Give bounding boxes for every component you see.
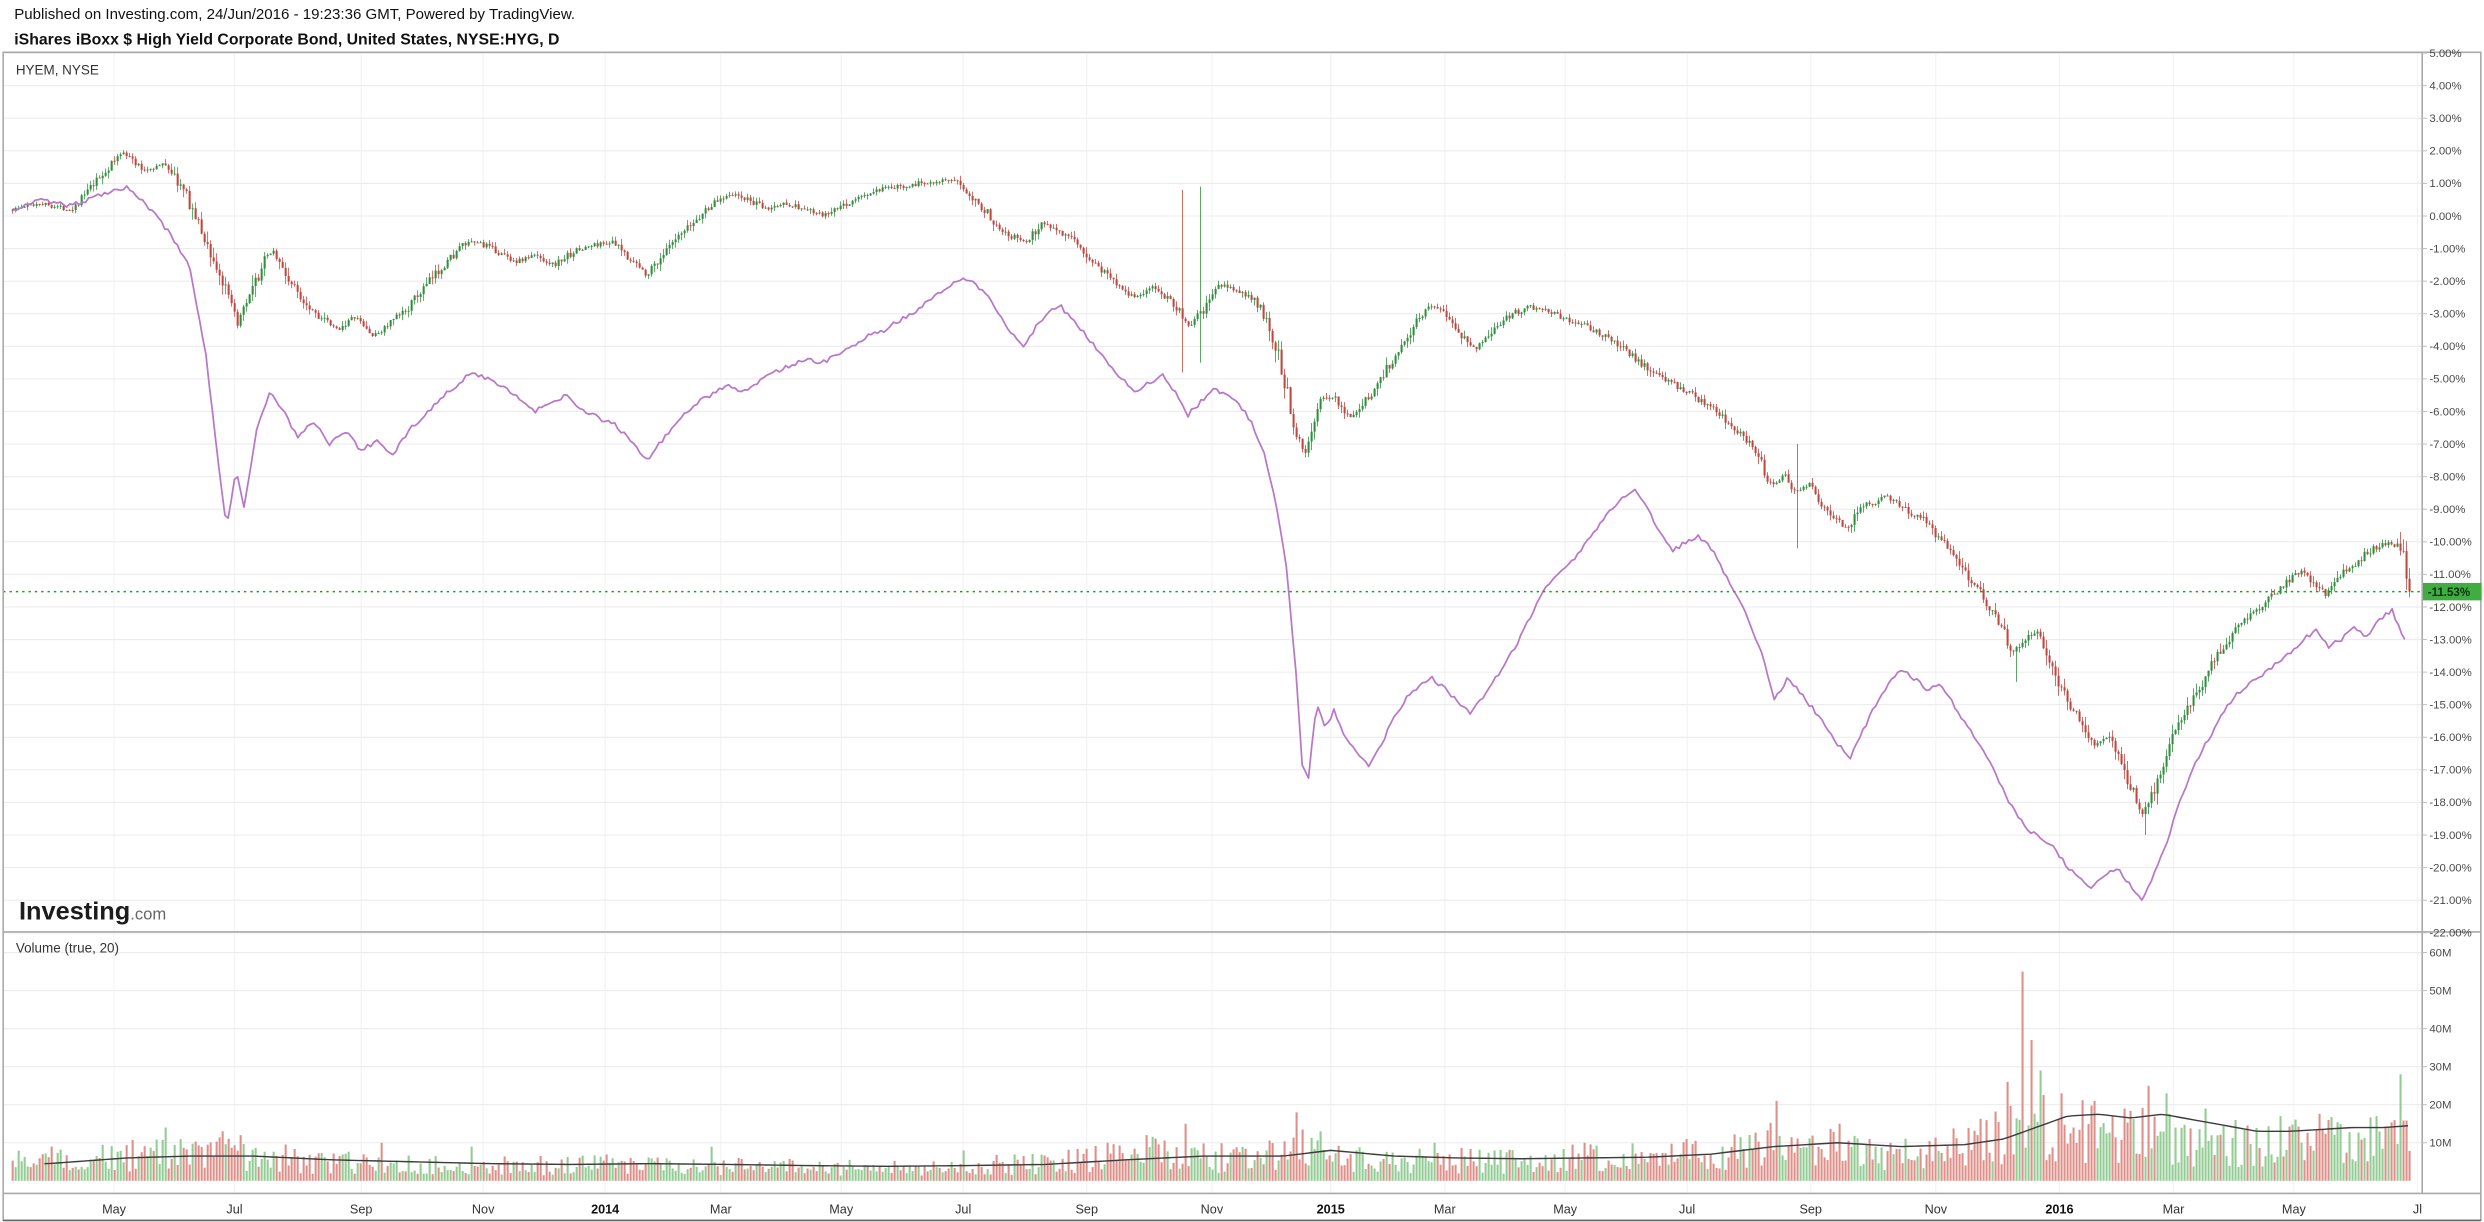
svg-text:4.00%: 4.00% <box>2429 80 2461 92</box>
svg-text:-7.00%: -7.00% <box>2429 439 2465 451</box>
svg-text:-15.00%: -15.00% <box>2429 700 2471 712</box>
last-price-label-bg <box>2423 582 2482 601</box>
watermark-suffix: .com <box>130 904 166 923</box>
svg-text:30M: 30M <box>2429 1061 2451 1073</box>
candlestick-series <box>11 150 2411 836</box>
svg-text:-13.00%: -13.00% <box>2429 634 2471 646</box>
price-axis-labels: 5.00% 4.00% 3.00% 2.00% 1.00% 0.00% -1.00% -2.0… <box>2422 48 2472 940</box>
svg-text:-9.00%: -9.00% <box>2429 504 2465 516</box>
last-price-label-text: -11.53% <box>2428 587 2470 599</box>
pane-borders <box>2 51 2482 1222</box>
chart-title: iShares iBoxx $ High Yield Corporate Bon… <box>14 31 559 48</box>
svg-text:Jul: Jul <box>955 1202 971 1216</box>
svg-text:60M: 60M <box>2429 947 2451 959</box>
chart-graphics: 5.00% 4.00% 3.00% 2.00% 1.00% 0.00% -1.00% -2.0… <box>2 48 2482 1222</box>
svg-text:1.00%: 1.00% <box>2429 178 2461 190</box>
svg-text:-12.00%: -12.00% <box>2429 602 2471 614</box>
svg-text:Nov: Nov <box>1925 1202 1948 1216</box>
symbol-label: HYEM, NYSE <box>16 62 99 77</box>
price-gridlines <box>3 52 2423 934</box>
published-line: Published on Investing.com, 24/Jun/2016 … <box>14 6 575 23</box>
volume-bars <box>11 971 2411 1181</box>
volume-gridlines <box>3 952 2423 1144</box>
svg-text:Sep: Sep <box>1075 1202 1098 1216</box>
svg-text:Mar: Mar <box>1434 1202 1456 1216</box>
svg-text:-17.00%: -17.00% <box>2429 765 2471 777</box>
svg-text:-1.00%: -1.00% <box>2429 243 2465 255</box>
svg-text:May: May <box>829 1202 854 1216</box>
svg-text:-6.00%: -6.00% <box>2429 406 2465 418</box>
svg-text:Sep: Sep <box>350 1202 373 1216</box>
hyem-line <box>12 185 2406 902</box>
vertical-gridlines <box>113 53 2419 1194</box>
svg-text:Jul: Jul <box>226 1202 242 1216</box>
svg-text:-8.00%: -8.00% <box>2429 471 2465 483</box>
svg-text:2.00%: 2.00% <box>2429 146 2461 158</box>
watermark-brand: Investing <box>19 897 130 925</box>
svg-text:-5.00%: -5.00% <box>2429 374 2465 386</box>
svg-text:0.00%: 0.00% <box>2429 211 2461 223</box>
svg-text:-20.00%: -20.00% <box>2429 862 2471 874</box>
svg-text:Sep: Sep <box>1799 1202 1822 1216</box>
svg-text:Mar: Mar <box>2163 1202 2185 1216</box>
svg-text:-18.00%: -18.00% <box>2429 797 2471 809</box>
svg-text:May: May <box>102 1202 127 1216</box>
svg-text:5.00%: 5.00% <box>2429 48 2461 60</box>
svg-text:May: May <box>2282 1202 2307 1216</box>
svg-text:2016: 2016 <box>2045 1202 2073 1216</box>
svg-text:-22.00%: -22.00% <box>2429 928 2471 940</box>
svg-text:50M: 50M <box>2429 985 2451 997</box>
volume-axis-labels: 10M 20M 30M 40M 50M 60M <box>2422 947 2452 1150</box>
svg-text:-21.00%: -21.00% <box>2429 895 2471 907</box>
svg-text:2014: 2014 <box>591 1202 619 1216</box>
svg-text:2015: 2015 <box>1317 1202 1345 1216</box>
svg-text:May: May <box>1553 1202 1578 1216</box>
svg-text:20M: 20M <box>2429 1100 2451 1112</box>
svg-text:Jul: Jul <box>1679 1202 1695 1216</box>
last-price-label: -11.53% <box>2423 582 2482 601</box>
svg-text:-10.00%: -10.00% <box>2429 537 2471 549</box>
investing-watermark: Investing.com <box>19 897 166 925</box>
volume-pane-label: Volume (true, 20) <box>16 941 119 956</box>
svg-text:-4.00%: -4.00% <box>2429 341 2465 353</box>
svg-text:40M: 40M <box>2429 1023 2451 1035</box>
svg-text:-16.00%: -16.00% <box>2429 732 2471 744</box>
svg-text:-11.00%: -11.00% <box>2429 569 2471 581</box>
svg-text:Nov: Nov <box>472 1202 495 1216</box>
svg-text:Mar: Mar <box>710 1202 732 1216</box>
svg-text:-14.00%: -14.00% <box>2429 667 2471 679</box>
svg-text:3.00%: 3.00% <box>2429 113 2461 125</box>
time-axis-labels: May Jul Sep Nov 2014 Mar May Jul Sep Nov 2015 Mar Ma… <box>102 1202 2422 1216</box>
svg-text:Jl: Jl <box>2413 1202 2422 1216</box>
svg-text:-2.00%: -2.00% <box>2429 276 2465 288</box>
svg-text:Nov: Nov <box>1201 1202 1224 1216</box>
svg-text:-19.00%: -19.00% <box>2429 830 2471 842</box>
volume-ma-line <box>44 1113 2409 1168</box>
svg-text:10M: 10M <box>2429 1138 2451 1150</box>
svg-text:-3.00%: -3.00% <box>2429 309 2465 321</box>
